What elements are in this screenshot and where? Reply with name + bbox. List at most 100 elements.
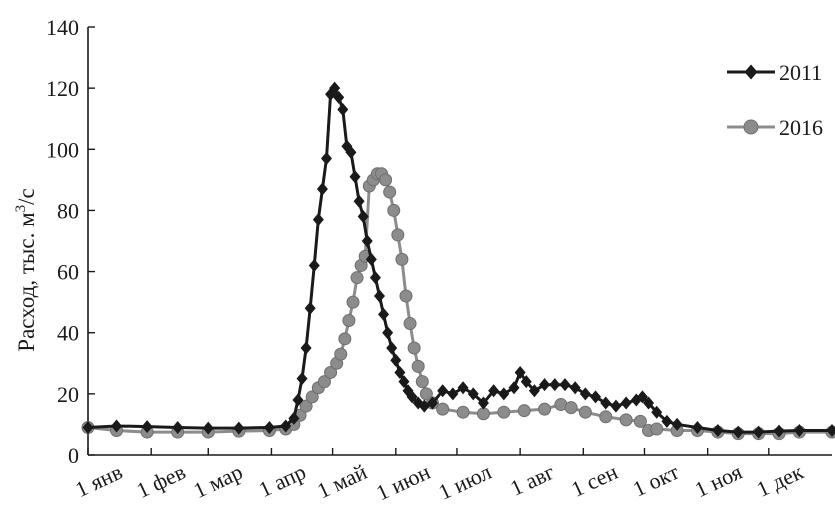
data-point — [338, 332, 352, 346]
y-tick-label: 100 — [46, 137, 79, 162]
data-point — [436, 402, 450, 416]
plot-series — [81, 81, 835, 441]
data-point — [661, 414, 673, 428]
data-point — [447, 387, 459, 401]
data-point — [398, 375, 410, 389]
data-point — [636, 390, 648, 404]
data-point — [467, 387, 479, 401]
data-point — [308, 258, 320, 272]
data-point — [437, 384, 449, 398]
data-point — [569, 381, 581, 395]
data-point — [141, 420, 153, 434]
y-axis-ticks: 0 20 40 60 80 100 120 140 — [46, 15, 95, 468]
x-tick-label: 1 фев — [133, 459, 190, 503]
data-point — [643, 396, 655, 410]
data-point — [590, 390, 602, 404]
series-2016 — [81, 167, 835, 441]
data-point — [826, 424, 835, 438]
data-point — [514, 365, 526, 379]
data-point — [288, 411, 300, 425]
data-point — [403, 317, 417, 331]
data-point — [599, 410, 613, 424]
y-tick-label: 60 — [57, 260, 79, 285]
data-point — [419, 387, 433, 401]
data-point — [793, 424, 805, 438]
data-point — [172, 420, 184, 434]
x-tick-label: 1 май — [313, 459, 371, 504]
y-tick-label: 80 — [57, 198, 79, 223]
data-point — [477, 396, 489, 410]
data-point — [508, 381, 520, 395]
data-point — [426, 396, 438, 410]
data-point — [382, 326, 394, 340]
data-point — [456, 405, 470, 419]
series-line-2016 — [87, 172, 832, 436]
x-tick-label: 1 янв — [71, 459, 126, 502]
data-point — [383, 185, 397, 199]
data-point — [517, 404, 531, 418]
data-point — [578, 405, 592, 419]
data-point — [361, 234, 373, 248]
data-point — [299, 399, 313, 413]
data-point — [329, 81, 341, 95]
y-tick-label: 40 — [57, 321, 79, 346]
data-point — [407, 341, 421, 355]
x-tick-label: 1 июл — [435, 459, 496, 505]
data-point — [304, 301, 316, 315]
y-axis-title-tail: /с — [14, 188, 39, 205]
data-point — [263, 420, 275, 434]
data-point — [378, 307, 390, 321]
data-point — [353, 194, 365, 208]
legend-label-2016: 2016 — [779, 115, 823, 140]
data-point — [520, 375, 532, 389]
data-point — [633, 414, 647, 428]
data-point — [732, 425, 744, 439]
data-point — [391, 228, 405, 242]
data-point — [337, 103, 349, 117]
data-point — [369, 271, 381, 285]
y-tick-label: 20 — [57, 382, 79, 407]
x-tick-label: 1 окт — [629, 459, 683, 502]
data-point — [82, 420, 94, 434]
data-point — [345, 145, 357, 159]
series-2011 — [82, 81, 835, 439]
data-point — [316, 182, 328, 196]
data-point — [324, 365, 338, 379]
data-point — [373, 289, 385, 303]
legend-label-2011: 2011 — [779, 60, 822, 85]
data-point — [538, 402, 552, 416]
data-point — [386, 341, 398, 355]
data-point — [312, 213, 324, 227]
data-point — [300, 341, 312, 355]
data-point — [390, 353, 402, 367]
data-point — [579, 387, 591, 401]
y-axis-title-main: Расход, тыс. м — [14, 212, 39, 352]
data-point — [415, 375, 429, 389]
data-point — [619, 413, 633, 427]
data-point — [691, 420, 703, 434]
data-point — [651, 405, 663, 419]
x-tick-label: 1 мар — [190, 459, 247, 503]
data-point — [712, 424, 724, 438]
data-point — [498, 387, 510, 401]
x-axis-ticks: 1 янв 1 фев 1 мар 1 апр 1 май 1 июн 1 июл 1 авг… — [71, 448, 807, 505]
x-tick-label: 1 апр — [255, 459, 310, 502]
x-tick-label: 1 авг — [506, 459, 558, 501]
data-point — [317, 375, 331, 389]
data-point — [346, 295, 360, 309]
data-point — [600, 396, 612, 410]
data-point — [292, 393, 304, 407]
legend: 2011 2016 — [727, 60, 823, 140]
data-point — [497, 405, 511, 419]
data-point — [753, 425, 765, 439]
data-point — [280, 419, 292, 433]
legend-marker-2016 — [743, 119, 759, 135]
data-point — [539, 378, 551, 392]
data-point — [379, 173, 393, 187]
x-tick-label: 1 дек — [753, 459, 807, 502]
data-point — [620, 396, 632, 410]
data-point — [671, 417, 683, 431]
x-tick-label: 1 сен — [567, 459, 621, 502]
data-point — [411, 359, 425, 373]
data-point — [457, 381, 469, 395]
